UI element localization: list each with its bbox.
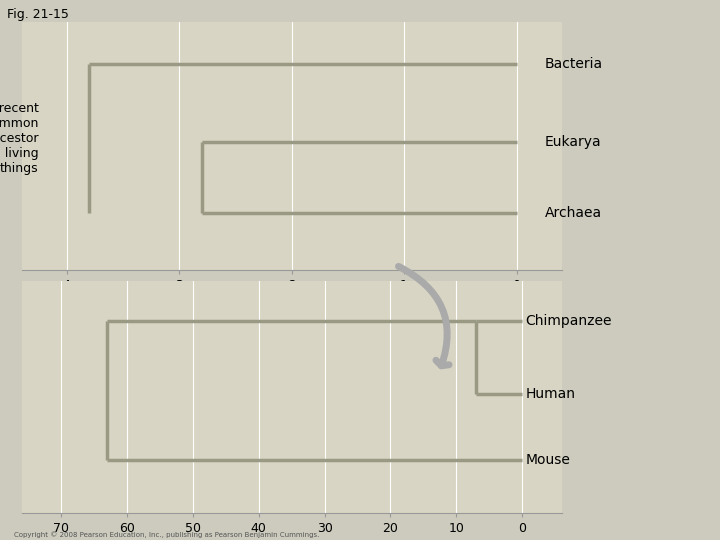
Text: Mouse: Mouse (526, 453, 570, 467)
Text: Eukarya: Eukarya (545, 135, 601, 149)
X-axis label: Billions of years ago: Billions of years ago (228, 298, 355, 310)
Text: Fig. 21-15: Fig. 21-15 (7, 8, 69, 21)
Text: Bacteria: Bacteria (545, 57, 603, 71)
Text: Copyright © 2008 Pearson Education, Inc., publishing as Pearson Benjamin Cumming: Copyright © 2008 Pearson Education, Inc.… (14, 531, 320, 538)
Text: Archaea: Archaea (545, 206, 602, 220)
Text: Human: Human (526, 387, 575, 401)
Text: Most recent
common
ancestor
of all living
things: Most recent common ancestor of all livin… (0, 102, 38, 175)
Text: Chimpanzee: Chimpanzee (526, 314, 612, 328)
